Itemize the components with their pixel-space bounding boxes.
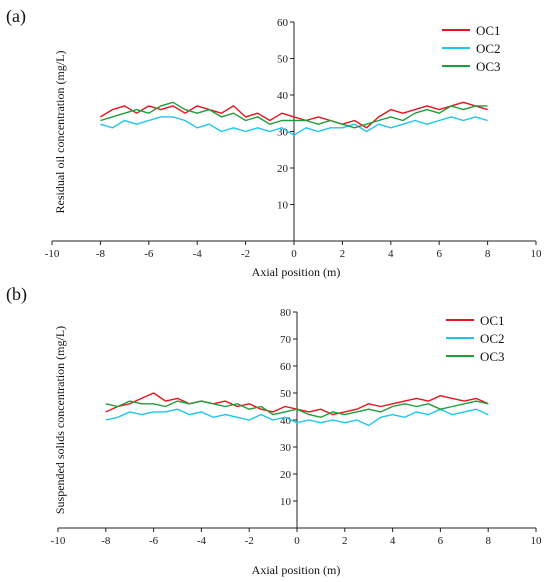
y-tick-label: 20 bbox=[277, 163, 289, 175]
panel-a-legend: OC1 OC2 OC3 bbox=[442, 23, 501, 74]
x-tick-label: -6 bbox=[149, 535, 159, 547]
series-line-oc2 bbox=[100, 116, 488, 136]
y-tick-label: 40 bbox=[280, 415, 292, 427]
x-tick-label: 6 bbox=[436, 248, 442, 260]
series-line-oc3 bbox=[105, 400, 489, 418]
panel-b-series bbox=[105, 392, 489, 427]
x-tick-label: 4 bbox=[390, 535, 396, 547]
x-tick-label: 0 bbox=[294, 535, 300, 547]
x-tick-label: 2 bbox=[342, 535, 348, 547]
x-tick-label: 4 bbox=[388, 248, 394, 260]
x-tick-label: 10 bbox=[531, 535, 543, 547]
series-line-oc1 bbox=[100, 101, 488, 129]
legend-label-oc2: OC2 bbox=[476, 41, 501, 56]
x-tick-label: -2 bbox=[245, 535, 254, 547]
panel-b-label: (b) bbox=[6, 284, 27, 305]
legend-label-oc3: OC3 bbox=[476, 59, 501, 74]
y-tick-label: 20 bbox=[280, 469, 292, 481]
series-line-oc3 bbox=[100, 101, 488, 129]
y-tick-label: 60 bbox=[277, 17, 289, 29]
panel-b-ylabel: Suspended solids concentration (mg/L) bbox=[53, 326, 67, 514]
panel-b-xlabel: Axial position (m) bbox=[252, 563, 341, 577]
x-tick-label: -4 bbox=[197, 535, 207, 547]
panel-b-ticks: -10 -8 -6 -4 -2 0 2 4 6 8 10 10 20 30 40 50 60 70 80 bbox=[51, 307, 542, 547]
y-tick-label: 40 bbox=[277, 90, 289, 102]
legend-label-oc1: OC1 bbox=[480, 313, 505, 328]
x-tick-label: 8 bbox=[485, 248, 491, 260]
y-tick-label: 50 bbox=[277, 54, 289, 66]
y-tick-label: 80 bbox=[280, 307, 292, 319]
panel-a-ylabel: Residual oil concentration (mg/L) bbox=[53, 51, 67, 214]
panel-a-series bbox=[100, 101, 488, 136]
y-tick-label: 10 bbox=[280, 496, 292, 508]
x-tick-label: 2 bbox=[340, 248, 346, 260]
y-tick-label: 10 bbox=[277, 200, 289, 212]
legend-label-oc1: OC1 bbox=[476, 23, 501, 38]
x-tick-label: 0 bbox=[291, 248, 297, 260]
x-tick-label: -8 bbox=[101, 535, 111, 547]
y-tick-label: 30 bbox=[277, 127, 289, 139]
panel-b-legend: OC1 OC2 OC3 bbox=[446, 313, 505, 364]
panel-a-ticks: -10 -8 -6 -4 -2 0 2 4 6 8 10 10 20 30 40 50 60 bbox=[45, 17, 542, 260]
x-tick-label: -8 bbox=[96, 248, 106, 260]
x-tick-label: 8 bbox=[485, 535, 491, 547]
y-tick-label: 30 bbox=[280, 442, 292, 454]
x-tick-label: -10 bbox=[51, 535, 66, 547]
y-tick-label: 50 bbox=[280, 388, 292, 400]
panel-a-label: (a) bbox=[6, 6, 26, 27]
panel-b-chart: (b) -10 -8 -6 -4 -2 0 2 4 6 8 10 10 20 30 40 50 60 70 80 O… bbox=[6, 284, 542, 577]
x-tick-label: -6 bbox=[144, 248, 154, 260]
x-tick-label: -10 bbox=[45, 248, 60, 260]
y-tick-label: 60 bbox=[280, 361, 292, 373]
x-tick-label: -4 bbox=[193, 248, 203, 260]
y-tick-label: 70 bbox=[280, 334, 292, 346]
x-tick-label: 10 bbox=[531, 248, 543, 260]
panel-a-xlabel: Axial position (m) bbox=[252, 265, 341, 279]
series-line-oc2 bbox=[105, 408, 489, 427]
x-tick-label: -2 bbox=[241, 248, 250, 260]
x-tick-label: 6 bbox=[438, 535, 444, 547]
legend-label-oc3: OC3 bbox=[480, 349, 505, 364]
legend-label-oc2: OC2 bbox=[480, 331, 505, 346]
